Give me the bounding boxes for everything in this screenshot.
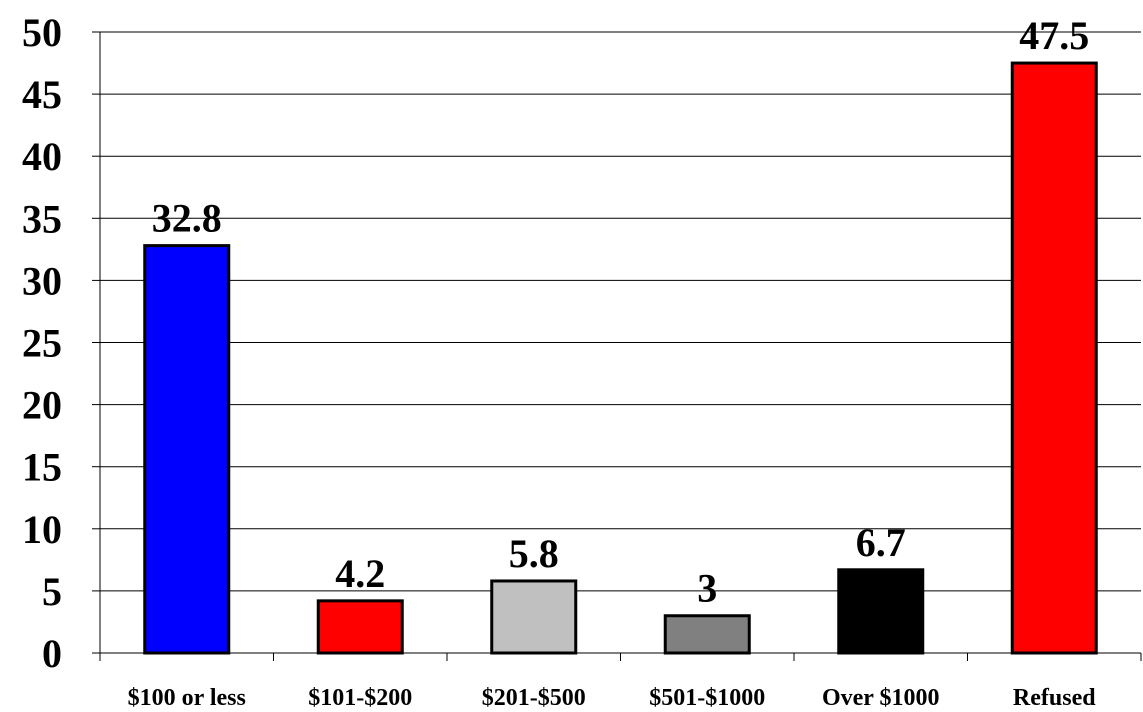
y-tick-label: 0 xyxy=(42,631,62,676)
y-tick-label: 5 xyxy=(42,569,62,614)
gridlines xyxy=(100,31,1141,592)
y-tick-label: 15 xyxy=(22,445,62,490)
x-tick-label: Refused xyxy=(1013,685,1096,711)
bar xyxy=(143,244,231,655)
data-label: 32.8 xyxy=(152,196,222,241)
data-label: 4.2 xyxy=(335,551,385,596)
y-tick-label: 20 xyxy=(22,383,62,428)
y-tick-label: 40 xyxy=(22,134,62,179)
x-axis: $100 or less $101-$200 $201-$500 $501-$1000… xyxy=(99,652,1142,711)
data-label: 6.7 xyxy=(856,520,906,565)
y-tick-label: 10 xyxy=(22,507,62,552)
bar xyxy=(490,579,578,655)
x-tick-label: $101-$200 xyxy=(308,685,412,711)
data-labels: 32.8 4.2 5.8 3 6.7 47.5 xyxy=(152,13,1090,611)
y-tick-label: 30 xyxy=(22,258,62,303)
bar xyxy=(837,568,925,655)
y-tick-label: 25 xyxy=(22,321,62,366)
data-label: 47.5 xyxy=(1019,13,1089,58)
x-tick-label: $501-$1000 xyxy=(649,685,765,711)
y-tick-label: 45 xyxy=(22,72,62,117)
y-tick-label: 50 xyxy=(22,10,62,55)
bar xyxy=(1010,61,1098,655)
data-label: 3 xyxy=(697,566,717,611)
y-tick-label: 35 xyxy=(22,196,62,241)
data-label: 5.8 xyxy=(509,531,559,576)
y-axis: 0 5 10 15 20 25 30 35 40 45 50 xyxy=(22,10,101,676)
bars xyxy=(143,61,1098,655)
bar xyxy=(663,614,751,655)
x-tick-label: $100 or less xyxy=(128,685,246,711)
x-tick-label: $201-$500 xyxy=(482,685,586,711)
x-tick-label: Over $1000 xyxy=(822,685,940,711)
bar xyxy=(316,599,404,655)
